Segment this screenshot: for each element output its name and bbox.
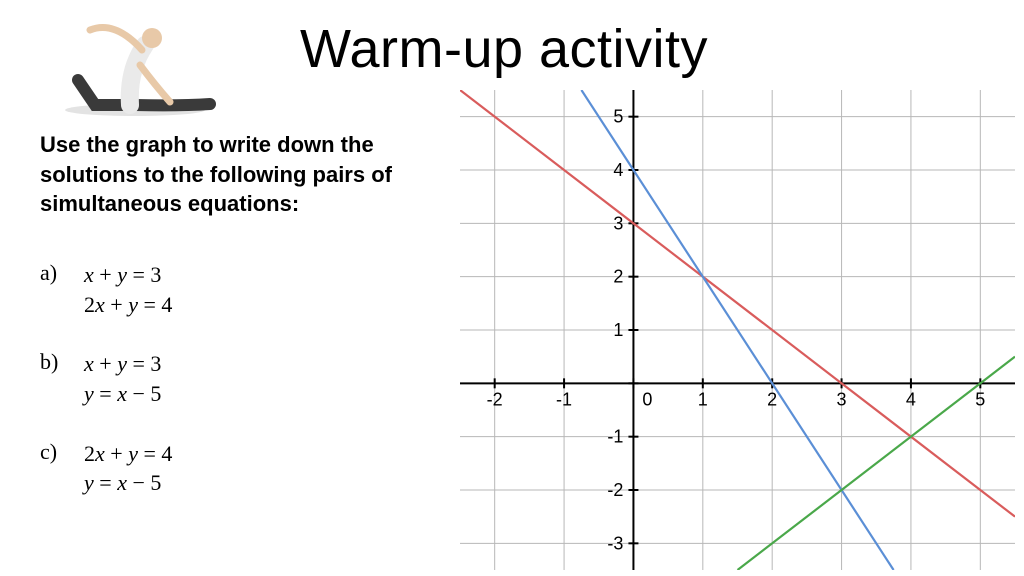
equation-line: x + y = 3 (84, 349, 161, 379)
question-label: c) (40, 439, 84, 498)
svg-text:4: 4 (906, 389, 916, 409)
svg-text:5: 5 (975, 389, 985, 409)
equation-line: y = x − 5 (84, 468, 172, 498)
svg-text:3: 3 (837, 389, 847, 409)
question-label: a) (40, 260, 84, 319)
svg-text:1: 1 (613, 320, 623, 340)
svg-text:0: 0 (642, 389, 652, 409)
question-label: b) (40, 349, 84, 408)
question-b: b) x + y = 3 y = x − 5 (40, 349, 420, 408)
svg-text:-2: -2 (487, 389, 503, 409)
questions-block: a) x + y = 3 2x + y = 4 b) x + y = 3 y =… (40, 260, 420, 528)
equation-line: x + y = 3 (84, 260, 172, 290)
question-body: 2x + y = 4 y = x − 5 (84, 439, 172, 498)
question-c: c) 2x + y = 4 y = x − 5 (40, 439, 420, 498)
question-a: a) x + y = 3 2x + y = 4 (40, 260, 420, 319)
svg-text:1: 1 (698, 389, 708, 409)
svg-text:-1: -1 (556, 389, 572, 409)
svg-text:2: 2 (613, 267, 623, 287)
svg-text:-1: -1 (607, 427, 623, 447)
equation-line: 2x + y = 4 (84, 439, 172, 469)
stretch-svg (50, 10, 220, 120)
stretching-figure-icon (50, 10, 220, 120)
svg-text:-3: -3 (607, 533, 623, 553)
question-body: x + y = 3 2x + y = 4 (84, 260, 172, 319)
equation-line: y = x − 5 (84, 379, 161, 409)
equation-line: 2x + y = 4 (84, 290, 172, 320)
svg-text:-2: -2 (607, 480, 623, 500)
slide: Warm-up activity Use the graph to write … (0, 0, 1024, 576)
question-body: x + y = 3 y = x − 5 (84, 349, 161, 408)
page-title: Warm-up activity (300, 18, 708, 80)
svg-text:5: 5 (613, 107, 623, 127)
svg-text:3: 3 (613, 213, 623, 233)
svg-text:2: 2 (767, 389, 777, 409)
svg-text:4: 4 (613, 160, 623, 180)
instructions-text: Use the graph to write down the solution… (40, 130, 440, 219)
simultaneous-equations-graph: -2 -1 0 1 2 3 4 5 -3 -2 -1 1 2 3 4 5 (460, 90, 1015, 570)
